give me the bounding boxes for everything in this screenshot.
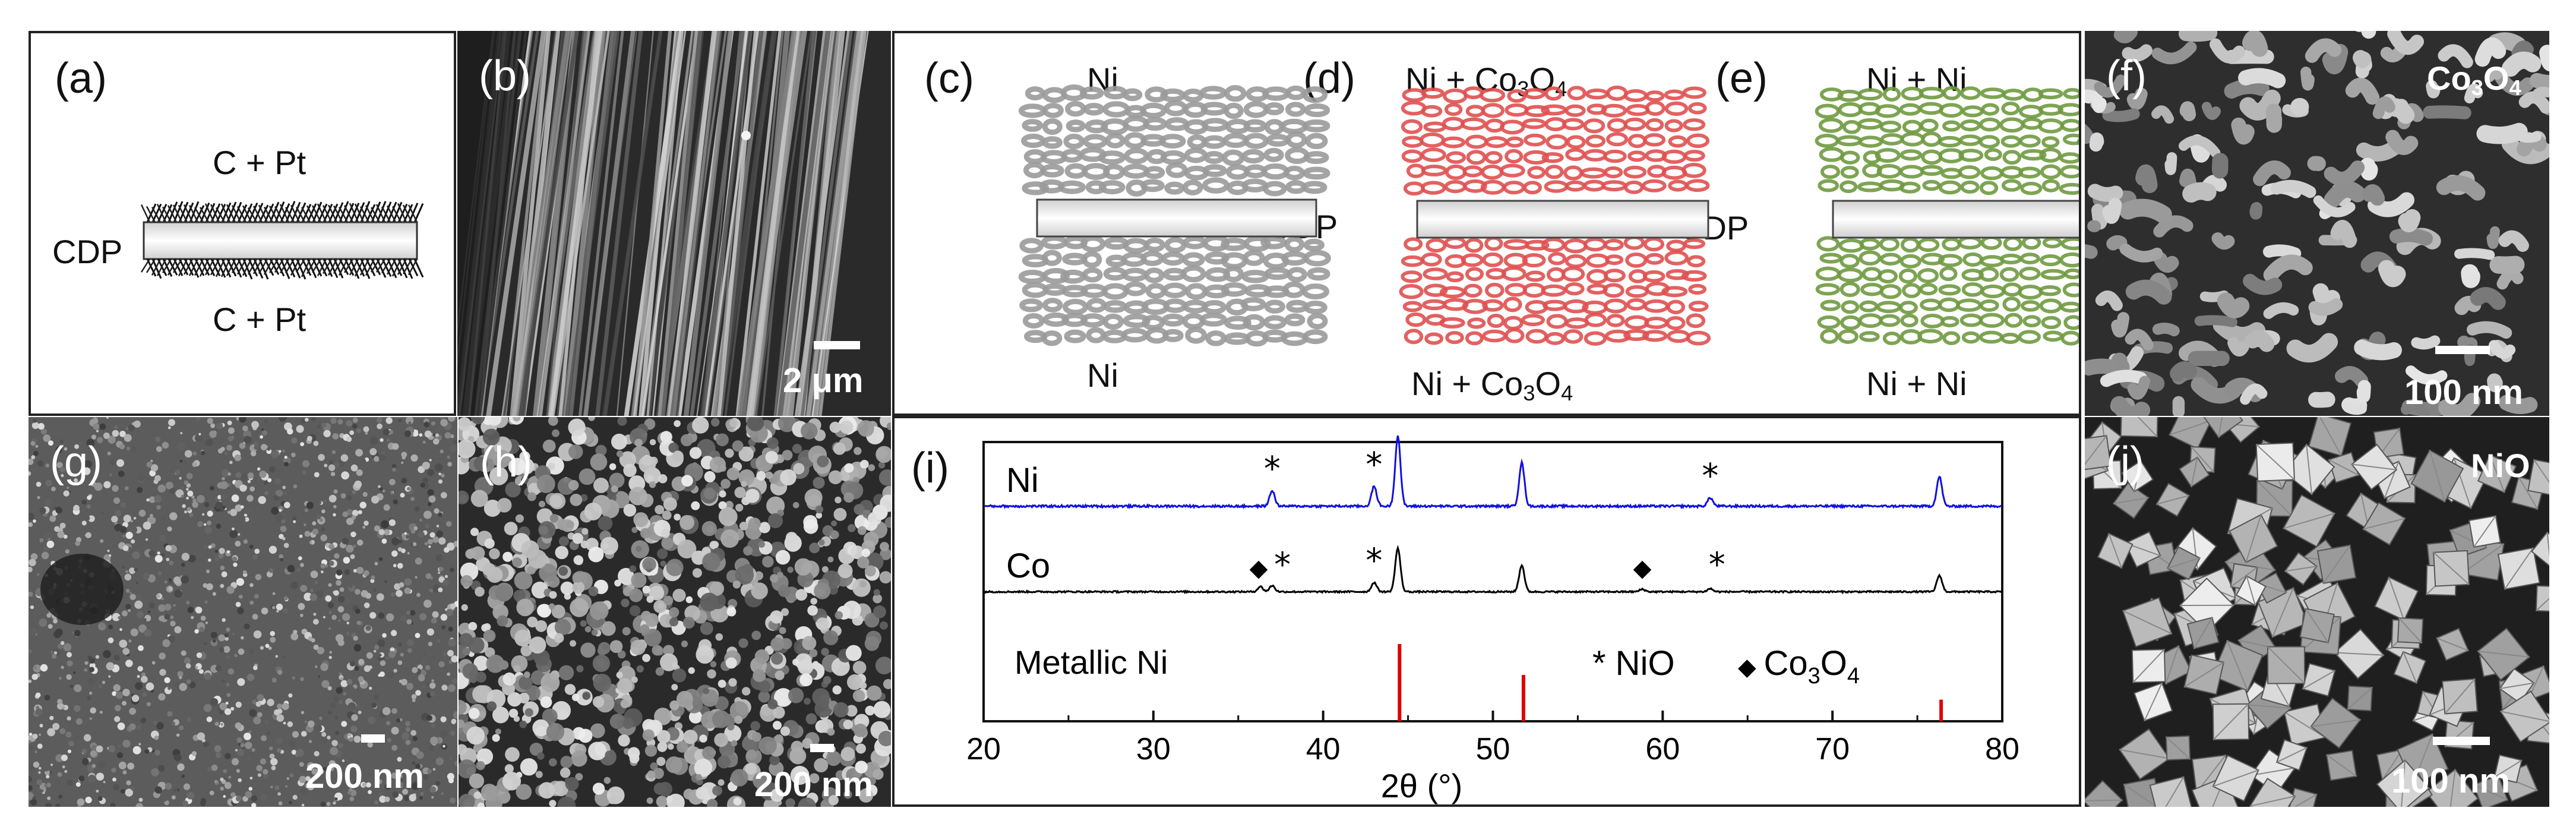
panel-g: (g) 200 nm xyxy=(29,417,457,807)
scale-bar-j xyxy=(2433,737,2490,745)
scale-bar-f xyxy=(2435,346,2490,354)
peak-marker: ◆ xyxy=(1250,554,1268,582)
mesh-d xyxy=(1399,85,1711,346)
scale-text-h: 200 nm xyxy=(754,765,873,804)
cdp-core xyxy=(143,221,418,260)
peak-marker: * xyxy=(1366,446,1382,484)
scale-text-f: 100 nm xyxy=(2404,373,2523,412)
panel-e-bottom-text: Ni + Ni xyxy=(1866,365,1967,402)
panel-d-bottom-text: Ni + Co3O4 xyxy=(1411,365,1573,406)
panel-f: (f) Co3O4 100 nm xyxy=(2085,31,2549,416)
panel-g-label: (g) xyxy=(50,438,102,486)
x-tick-label: 20 xyxy=(966,732,1001,766)
reference-label: Metallic Ni xyxy=(1014,643,1168,681)
scale-bar-h xyxy=(810,744,834,752)
panel-d-label: (d) xyxy=(1303,55,1355,102)
series-ni-line xyxy=(984,435,2002,510)
x-tick-label: 50 xyxy=(1476,732,1510,766)
series-co-line xyxy=(984,545,2002,595)
scale-text-j: 100 nm xyxy=(2391,762,2510,800)
series-co-label: Co xyxy=(1006,547,1050,585)
mesh-schematics xyxy=(1018,84,2079,347)
panel-a-top-text: C + Pt xyxy=(213,144,306,181)
scale-bar-g xyxy=(361,734,385,743)
peak-marker: * xyxy=(1274,545,1291,584)
peak-marker: * xyxy=(1366,542,1382,580)
panel-f-label: (f) xyxy=(2106,52,2147,100)
panel-j-tag: NiO xyxy=(2471,447,2530,484)
cdp-schematic-a xyxy=(140,201,424,280)
panel-e-label: (e) xyxy=(1715,55,1768,102)
sem-image-f xyxy=(2085,31,2549,416)
sem-image-b xyxy=(457,31,891,416)
panel-j-label: (j) xyxy=(2106,438,2144,486)
panel-b-label: (b) xyxy=(479,52,531,100)
panel-a-label: (a) xyxy=(55,55,107,102)
panel-cde: (c) Ni Ni (d) Ni + Co3O4 CDP Ni + Co3O4 … xyxy=(892,31,2081,416)
panel-a-bottom-text: C + Pt xyxy=(213,301,306,338)
x-tick-label: 60 xyxy=(1645,732,1680,766)
panel-h-label: (h) xyxy=(480,438,532,486)
mesh-c xyxy=(1018,84,1331,347)
cpt-fibers-bottom xyxy=(140,258,424,280)
panel-f-tag: Co3O4 xyxy=(2427,59,2521,100)
panel-i: (i) 20 30 40 50 60 70 80 2θ (°) Ni * * * Co ◆ * * ◆ * Meta… xyxy=(892,416,2081,807)
sem-image-g xyxy=(29,417,457,807)
scale-text-g: 200 nm xyxy=(305,757,424,796)
sem-image-h xyxy=(459,417,891,807)
scale-text-b: 2 μm xyxy=(783,361,864,400)
panel-b: (b) 2 μm xyxy=(457,31,891,416)
legend-nio: * NiO xyxy=(1592,644,1675,683)
legend-co3o4: ◆ Co3O4 xyxy=(1738,644,1860,689)
scale-bar-b xyxy=(814,341,860,349)
cpt-fibers-top xyxy=(140,201,424,223)
panel-i-label: (i) xyxy=(911,444,949,492)
panel-a: (a) C + Pt CDP C + Pt xyxy=(29,31,456,416)
x-tick-label: 70 xyxy=(1815,732,1850,766)
peak-marker: * xyxy=(1702,457,1718,496)
panel-h: (h) 200 nm xyxy=(459,417,891,807)
peak-marker: * xyxy=(1709,545,1725,584)
x-tick-label: 30 xyxy=(1136,732,1171,766)
peak-marker: * xyxy=(1264,450,1281,488)
peak-marker: ◆ xyxy=(1633,554,1652,582)
x-axis-label: 2θ (°) xyxy=(1381,767,1463,804)
mesh-e xyxy=(1815,86,2079,346)
panel-c-bottom-text: Ni xyxy=(1087,356,1118,394)
panel-a-side-text: CDP xyxy=(52,233,123,270)
x-tick-label: 40 xyxy=(1306,732,1341,766)
series-ni-label: Ni xyxy=(1006,461,1039,500)
panel-c-label: (c) xyxy=(924,55,974,102)
panel-j: (j) NiO 100 nm xyxy=(2085,417,2549,807)
x-tick-label: 80 xyxy=(1985,732,2019,766)
